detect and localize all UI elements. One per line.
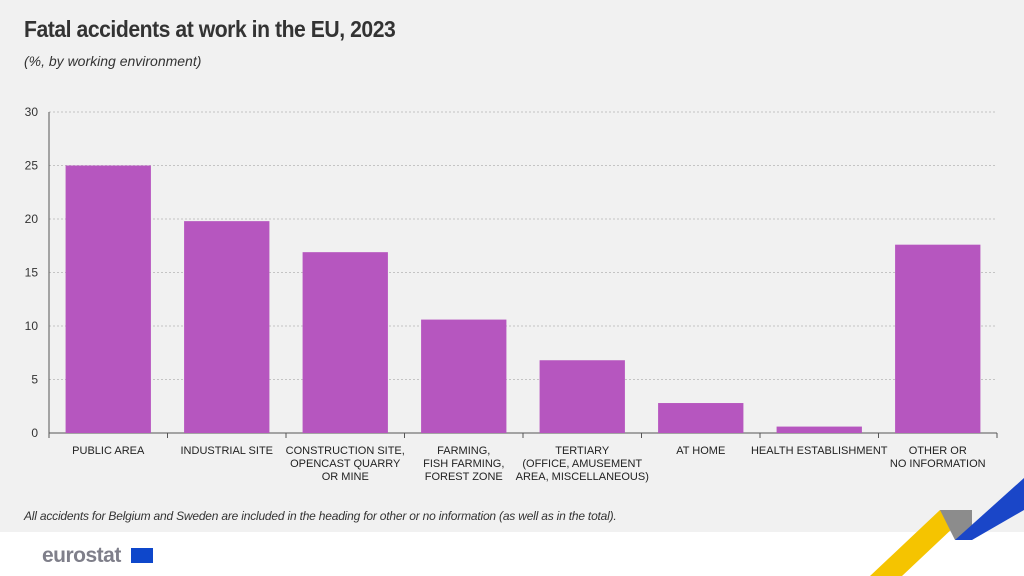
x-tick-label: FARMING,: [437, 445, 490, 457]
footer-bar: eurostat: [0, 532, 1024, 576]
x-tick-label: INDUSTRIAL SITE: [181, 445, 274, 457]
x-tick-label: (OFFICE, AMUSEMENT: [522, 458, 642, 470]
eurostat-logo: eurostat: [42, 544, 121, 567]
x-tick-label: CONSTRUCTION SITE,: [286, 445, 405, 457]
y-tick-label: 20: [25, 212, 39, 226]
bar: [302, 252, 388, 433]
footnote: All accidents for Belgium and Sweden are…: [24, 509, 617, 523]
bar: [539, 360, 625, 433]
bar-chart: 0 5 10 15 20 25 30 PUBLIC AREA INDUSTRIAL SITE CO…: [25, 105, 998, 483]
y-tick-label: 5: [31, 373, 38, 387]
bar: [184, 221, 270, 433]
y-tick-label: 0: [31, 426, 38, 440]
bar: [658, 403, 744, 433]
bar: [421, 319, 507, 433]
y-tick-label: 25: [25, 159, 39, 173]
bar: [776, 426, 862, 433]
x-tick-label: TERTIARY: [555, 445, 610, 457]
x-tick-label: NO INFORMATION: [890, 458, 986, 470]
y-tick-label: 30: [25, 105, 39, 119]
x-tick-label: FISH FARMING,: [423, 458, 504, 470]
x-tick-label: OPENCAST QUARRY: [290, 458, 401, 470]
chevron-yellow: [870, 510, 972, 576]
y-tick-label: 15: [25, 266, 39, 280]
chart-title: Fatal accidents at work in the EU, 2023: [24, 16, 396, 42]
x-tick-label: FOREST ZONE: [425, 471, 503, 483]
x-tick-label: OR MINE: [322, 471, 369, 483]
y-tick-label: 10: [25, 319, 39, 333]
chevron-blue: [955, 478, 1024, 540]
eu-flag-icon: [131, 548, 153, 563]
x-tick-label: AREA, MISCELLANEOUS): [516, 471, 649, 483]
bar: [895, 244, 981, 433]
bar: [65, 165, 151, 433]
x-tick-label: PUBLIC AREA: [72, 445, 145, 457]
x-tick-label: OTHER OR: [909, 445, 967, 457]
x-tick-label: HEALTH ESTABLISHMENT: [751, 445, 888, 457]
x-tick-label: AT HOME: [676, 445, 725, 457]
chart-subtitle: (%, by working environment): [24, 53, 202, 69]
